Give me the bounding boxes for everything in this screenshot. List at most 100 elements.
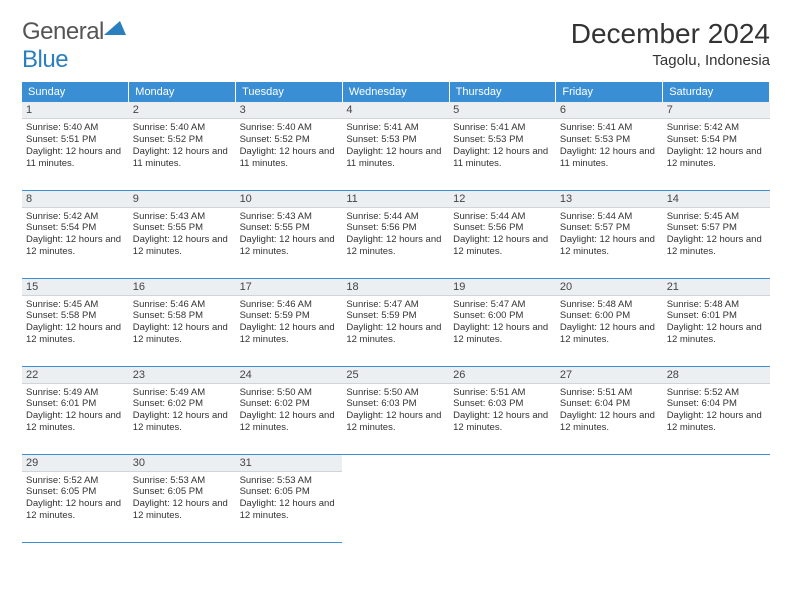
daylight-line: Daylight: 12 hours and 12 minutes.	[26, 322, 125, 346]
sunrise-line: Sunrise: 5:48 AM	[560, 299, 659, 311]
week-row: 8Sunrise: 5:42 AMSunset: 5:54 PMDaylight…	[22, 190, 770, 278]
week-row: 15Sunrise: 5:45 AMSunset: 5:58 PMDayligh…	[22, 278, 770, 366]
day-cell: 13Sunrise: 5:44 AMSunset: 5:57 PMDayligh…	[556, 190, 663, 278]
sunset-line: Sunset: 5:56 PM	[346, 222, 445, 234]
daylight-line: Daylight: 12 hours and 12 minutes.	[133, 322, 232, 346]
sunrise-line: Sunrise: 5:50 AM	[346, 387, 445, 399]
sunset-line: Sunset: 5:54 PM	[667, 134, 766, 146]
day-cell: 20Sunrise: 5:48 AMSunset: 6:00 PMDayligh…	[556, 278, 663, 366]
day-cell: 8Sunrise: 5:42 AMSunset: 5:54 PMDaylight…	[22, 190, 129, 278]
day-cell: 14Sunrise: 5:45 AMSunset: 5:57 PMDayligh…	[663, 190, 770, 278]
day-cell: 3Sunrise: 5:40 AMSunset: 5:52 PMDaylight…	[236, 102, 343, 190]
sunset-line: Sunset: 5:56 PM	[453, 222, 552, 234]
sunset-line: Sunset: 5:52 PM	[240, 134, 339, 146]
day-number: 29	[22, 455, 129, 472]
sunrise-line: Sunrise: 5:50 AM	[240, 387, 339, 399]
day-cell: 29Sunrise: 5:52 AMSunset: 6:05 PMDayligh…	[22, 454, 129, 542]
sunrise-line: Sunrise: 5:41 AM	[346, 122, 445, 134]
sunset-line: Sunset: 6:05 PM	[240, 486, 339, 498]
daylight-line: Daylight: 12 hours and 12 minutes.	[26, 234, 125, 258]
day-cell: 21Sunrise: 5:48 AMSunset: 6:01 PMDayligh…	[663, 278, 770, 366]
day-cell: 28Sunrise: 5:52 AMSunset: 6:04 PMDayligh…	[663, 366, 770, 454]
day-cell: 1Sunrise: 5:40 AMSunset: 5:51 PMDaylight…	[22, 102, 129, 190]
sunrise-line: Sunrise: 5:52 AM	[26, 475, 125, 487]
day-number: 25	[342, 367, 449, 384]
sunset-line: Sunset: 6:05 PM	[26, 486, 125, 498]
day-cell: 15Sunrise: 5:45 AMSunset: 5:58 PMDayligh…	[22, 278, 129, 366]
day-cell: 2Sunrise: 5:40 AMSunset: 5:52 PMDaylight…	[129, 102, 236, 190]
daylight-line: Daylight: 12 hours and 11 minutes.	[346, 146, 445, 170]
sunset-line: Sunset: 5:55 PM	[240, 222, 339, 234]
day-number: 31	[236, 455, 343, 472]
day-cell: 5Sunrise: 5:41 AMSunset: 5:53 PMDaylight…	[449, 102, 556, 190]
day-number: 26	[449, 367, 556, 384]
day-cell: 19Sunrise: 5:47 AMSunset: 6:00 PMDayligh…	[449, 278, 556, 366]
day-number: 3	[236, 102, 343, 119]
weekday-header: Wednesday	[342, 82, 449, 102]
day-number: 8	[22, 191, 129, 208]
daylight-line: Daylight: 12 hours and 11 minutes.	[240, 146, 339, 170]
sunset-line: Sunset: 6:04 PM	[560, 398, 659, 410]
sunrise-line: Sunrise: 5:46 AM	[133, 299, 232, 311]
sunset-line: Sunset: 5:51 PM	[26, 134, 125, 146]
sunset-line: Sunset: 5:54 PM	[26, 222, 125, 234]
daylight-line: Daylight: 12 hours and 12 minutes.	[453, 322, 552, 346]
day-number: 17	[236, 279, 343, 296]
daylight-line: Daylight: 12 hours and 12 minutes.	[667, 146, 766, 170]
day-number: 13	[556, 191, 663, 208]
day-cell: 16Sunrise: 5:46 AMSunset: 5:58 PMDayligh…	[129, 278, 236, 366]
sunrise-line: Sunrise: 5:44 AM	[560, 211, 659, 223]
daylight-line: Daylight: 12 hours and 12 minutes.	[240, 498, 339, 522]
week-row: 29Sunrise: 5:52 AMSunset: 6:05 PMDayligh…	[22, 454, 770, 542]
day-number: 1	[22, 102, 129, 119]
sunrise-line: Sunrise: 5:44 AM	[453, 211, 552, 223]
weekday-header: Monday	[129, 82, 236, 102]
day-number: 19	[449, 279, 556, 296]
day-number: 22	[22, 367, 129, 384]
day-cell: 10Sunrise: 5:43 AMSunset: 5:55 PMDayligh…	[236, 190, 343, 278]
title-block: December 2024 Tagolu, Indonesia	[571, 18, 770, 69]
week-row: 22Sunrise: 5:49 AMSunset: 6:01 PMDayligh…	[22, 366, 770, 454]
week-row: 1Sunrise: 5:40 AMSunset: 5:51 PMDaylight…	[22, 102, 770, 190]
day-cell: 26Sunrise: 5:51 AMSunset: 6:03 PMDayligh…	[449, 366, 556, 454]
sunset-line: Sunset: 5:55 PM	[133, 222, 232, 234]
day-number: 16	[129, 279, 236, 296]
sunrise-line: Sunrise: 5:44 AM	[346, 211, 445, 223]
sunset-line: Sunset: 5:53 PM	[346, 134, 445, 146]
brand-logo: GeneralBlue	[22, 18, 126, 74]
sunrise-line: Sunrise: 5:41 AM	[560, 122, 659, 134]
day-cell	[449, 454, 556, 542]
daylight-line: Daylight: 12 hours and 12 minutes.	[667, 410, 766, 434]
daylight-line: Daylight: 12 hours and 11 minutes.	[133, 146, 232, 170]
day-number: 27	[556, 367, 663, 384]
sunset-line: Sunset: 6:03 PM	[453, 398, 552, 410]
day-number: 23	[129, 367, 236, 384]
day-number: 4	[342, 102, 449, 119]
daylight-line: Daylight: 12 hours and 12 minutes.	[453, 234, 552, 258]
sunset-line: Sunset: 5:57 PM	[667, 222, 766, 234]
day-number: 6	[556, 102, 663, 119]
day-number: 28	[663, 367, 770, 384]
day-number: 12	[449, 191, 556, 208]
daylight-line: Daylight: 12 hours and 12 minutes.	[346, 234, 445, 258]
daylight-line: Daylight: 12 hours and 12 minutes.	[346, 322, 445, 346]
day-cell: 17Sunrise: 5:46 AMSunset: 5:59 PMDayligh…	[236, 278, 343, 366]
sunrise-line: Sunrise: 5:43 AM	[133, 211, 232, 223]
day-number: 18	[342, 279, 449, 296]
weekday-header: Saturday	[663, 82, 770, 102]
brand-text-blue: Blue	[22, 46, 68, 73]
day-cell: 24Sunrise: 5:50 AMSunset: 6:02 PMDayligh…	[236, 366, 343, 454]
weekday-header: Tuesday	[236, 82, 343, 102]
sunset-line: Sunset: 5:52 PM	[133, 134, 232, 146]
sunrise-line: Sunrise: 5:53 AM	[133, 475, 232, 487]
day-number: 9	[129, 191, 236, 208]
sunrise-line: Sunrise: 5:42 AM	[667, 122, 766, 134]
day-cell: 18Sunrise: 5:47 AMSunset: 5:59 PMDayligh…	[342, 278, 449, 366]
sunrise-line: Sunrise: 5:45 AM	[667, 211, 766, 223]
daylight-line: Daylight: 12 hours and 12 minutes.	[346, 410, 445, 434]
day-cell: 12 Sunrise: 5:44 AMSunset: 5:56 PMDayligh…	[449, 190, 556, 278]
brand-text-general: General	[22, 18, 104, 45]
sunset-line: Sunset: 6:03 PM	[346, 398, 445, 410]
day-cell: 27Sunrise: 5:51 AMSunset: 6:04 PMDayligh…	[556, 366, 663, 454]
weekday-header-row: Sunday Monday Tuesday Wednesday Thursday…	[22, 82, 770, 102]
